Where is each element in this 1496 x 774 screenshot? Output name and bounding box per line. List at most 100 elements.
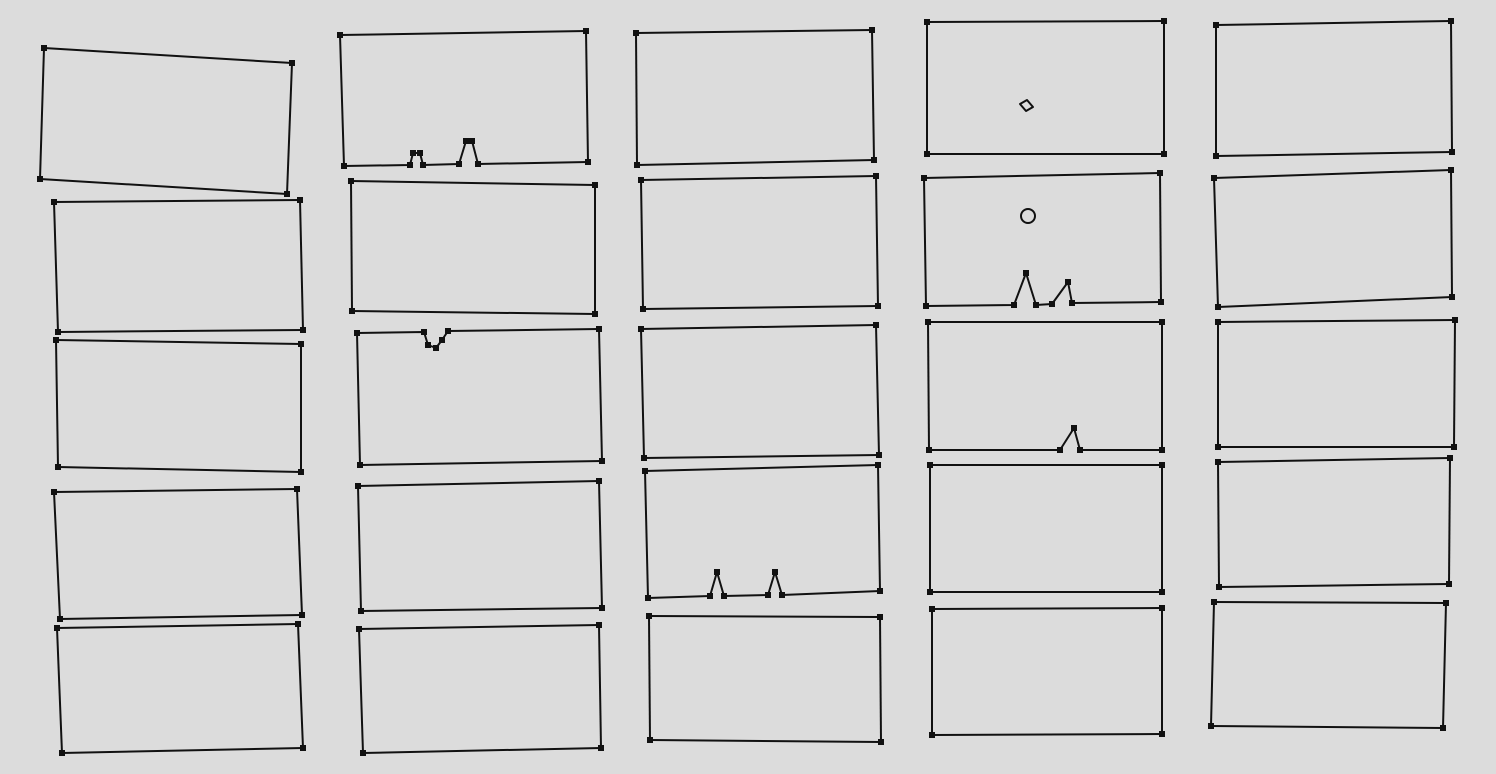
vertex-handle (407, 162, 413, 168)
vertex-handle (1159, 731, 1165, 737)
sketch-rectangle (51, 197, 306, 335)
vertex-handle (300, 745, 306, 751)
vertex-handle (1158, 299, 1164, 305)
vertex-handle (641, 455, 647, 461)
vertex-handle (1449, 294, 1455, 300)
left-edge (923, 177, 927, 307)
top-edge (644, 464, 879, 472)
top-edge (1215, 20, 1452, 26)
right-edge (1453, 319, 1456, 448)
right-edge (1442, 602, 1447, 729)
left-edge (1210, 601, 1215, 727)
sketch-rectangle-with-small-diamond (924, 18, 1167, 157)
bottom-edge (647, 571, 881, 599)
vertex-handle (298, 469, 304, 475)
bottom-edge (61, 747, 304, 754)
right-edge (877, 464, 881, 592)
vertex-handle (1159, 447, 1165, 453)
vertex-handle (926, 447, 932, 453)
vertex-handle (923, 303, 929, 309)
vertex-handle (634, 162, 640, 168)
vertex-handle (54, 625, 60, 631)
left-edge (53, 201, 59, 333)
top-edge (339, 30, 587, 36)
vertex-handle (57, 616, 63, 622)
left-edge (356, 332, 361, 466)
right-edge (871, 29, 875, 161)
vertex-handle (37, 176, 43, 182)
sketch-rectangle-with-two-bottom-peaks (642, 462, 883, 601)
left-edge (1213, 177, 1219, 308)
vertex-handle (420, 162, 426, 168)
vertex-handle (51, 489, 57, 495)
left-edge (640, 179, 644, 310)
vertex-handle (1211, 175, 1217, 181)
vertex-handle (1071, 425, 1077, 431)
vertex-handle (642, 468, 648, 474)
vertex-handle (433, 345, 439, 351)
vertex-handle (1023, 270, 1029, 276)
vertex-handle (869, 27, 875, 33)
right-edge (1448, 457, 1451, 585)
vertex-handle (417, 150, 423, 156)
vertex-handle (707, 593, 713, 599)
vertex-handle (1452, 317, 1458, 323)
top-edge (53, 488, 298, 493)
top-edge (43, 47, 293, 64)
top-edge (640, 175, 877, 181)
bottom-edge (57, 466, 302, 473)
vertex-handle (1159, 589, 1165, 595)
sketch-rectangle-with-bottom-peak (925, 319, 1165, 453)
right-edge (296, 488, 303, 616)
vertex-handle (456, 161, 462, 167)
vertex-handle (55, 329, 61, 335)
vertex-handle (1077, 447, 1083, 453)
top-edge (1217, 319, 1456, 323)
sketch-rectangle (1213, 18, 1455, 159)
bottom-edge (57, 329, 304, 333)
vertex-handle (875, 462, 881, 468)
small-circle (1020, 208, 1036, 224)
right-edge (598, 480, 603, 609)
vertex-handle (924, 151, 930, 157)
left-edge (39, 47, 45, 180)
left-edge (56, 627, 63, 754)
sketch-rectangle (1215, 455, 1453, 590)
vertex-handle (298, 341, 304, 347)
vertex-handle (640, 306, 646, 312)
bottom-edge (925, 272, 1162, 307)
vertex-handle (877, 614, 883, 620)
vertex-handle (300, 327, 306, 333)
vertex-handle (463, 138, 469, 144)
vertex-handle (1447, 455, 1453, 461)
vertex-handle (633, 30, 639, 36)
bottom-edge (649, 739, 882, 743)
sketch-rectangle-with-circle-and-two-bottom-peaks (921, 170, 1164, 309)
vertex-handle (929, 732, 935, 738)
bottom-edge (931, 733, 1163, 736)
left-edge (640, 328, 645, 459)
vertex-handle (1161, 151, 1167, 157)
vertex-handle (875, 303, 881, 309)
vertex-handle (646, 613, 652, 619)
bottom-edge (351, 310, 596, 315)
vertex-handle (714, 569, 720, 575)
vertex-handle (1049, 301, 1055, 307)
vertex-handle (1451, 444, 1457, 450)
vertex-handle (297, 197, 303, 203)
vertex-handle (341, 163, 347, 169)
top-edge (640, 324, 877, 330)
vertex-handle (878, 739, 884, 745)
vertex-handle (445, 328, 451, 334)
right-edge (1450, 169, 1453, 298)
bottom-edge (59, 614, 303, 620)
sketch-rectangle (348, 178, 598, 317)
vertex-handle (598, 745, 604, 751)
top-edge (356, 328, 600, 349)
top-edge (635, 29, 873, 34)
vertex-handle (284, 191, 290, 197)
left-edge (358, 628, 364, 754)
vertex-handle (638, 326, 644, 332)
vertex-handle (349, 308, 355, 314)
